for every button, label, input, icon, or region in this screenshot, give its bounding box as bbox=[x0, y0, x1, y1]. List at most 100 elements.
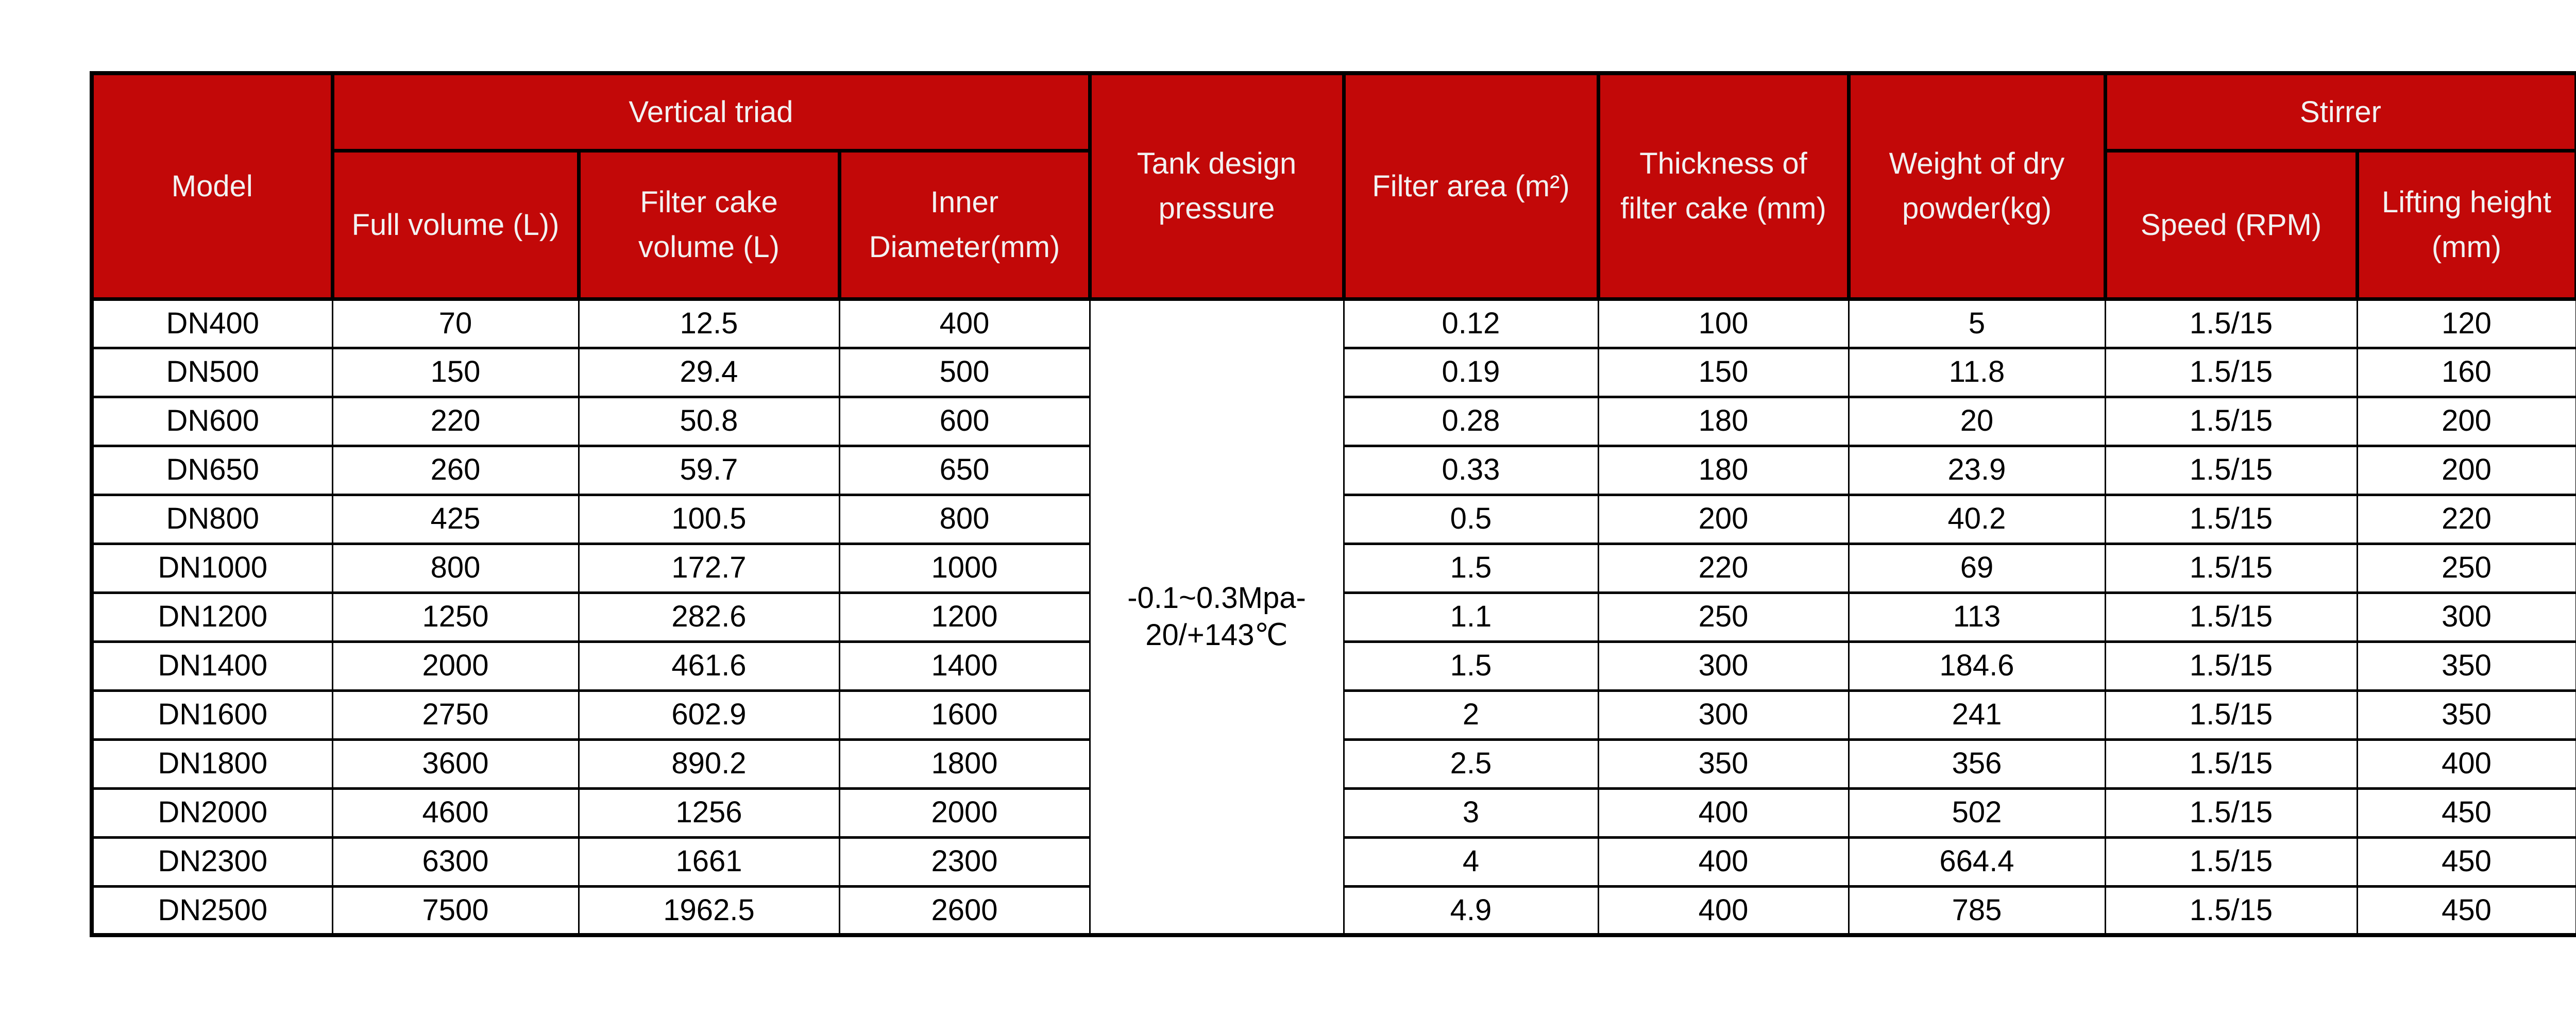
table-cell: DN1200 bbox=[91, 591, 333, 643]
table-cell: 664.4 bbox=[1848, 836, 2106, 888]
table-cell: 282.6 bbox=[578, 591, 840, 643]
table-cell: 0.28 bbox=[1343, 395, 1599, 447]
table-cell: 0.33 bbox=[1343, 444, 1599, 496]
table-cell: 1.5/15 bbox=[2104, 689, 2358, 741]
table-cell: 1200 bbox=[838, 591, 1091, 643]
table-row: DN14002000461.614001.5300184.61.5/153504… bbox=[91, 640, 2576, 692]
header-lifting-height: Lifting height (mm) bbox=[2355, 148, 2576, 301]
table-cell: 400 bbox=[1597, 836, 1850, 888]
table-cell: 1800 bbox=[838, 738, 1091, 790]
table-row: DN200046001256200034005021.5/15450500051… bbox=[91, 787, 2576, 839]
header-speed: Speed (RPM) bbox=[2103, 148, 2359, 301]
table-row: DN16002750602.9160023002411.5/1535047004… bbox=[91, 689, 2576, 741]
table-cell: 220 bbox=[2356, 493, 2576, 545]
header-thickness-filter-cake: Thickness of filter cake (mm) bbox=[1596, 71, 1851, 301]
table-cell: 300 bbox=[2356, 591, 2576, 643]
table-cell: 2000 bbox=[331, 640, 580, 692]
tank-design-pressure-value-cell: -0.1~0.3Mpa- 20/+143℃ bbox=[1089, 297, 1345, 937]
table-cell: 4.9 bbox=[1343, 885, 1599, 937]
table-cell: DN2300 bbox=[91, 836, 333, 888]
table-cell: DN400 bbox=[91, 297, 333, 349]
table-cell: 1000 bbox=[838, 542, 1091, 594]
header-tank-design-pressure: Tank design pressure bbox=[1088, 71, 1346, 301]
header-stirrer: Stirrer bbox=[2103, 71, 2576, 153]
table-cell: 300 bbox=[1597, 640, 1850, 692]
header-full-volume: Full volume (L)) bbox=[330, 148, 581, 301]
table-cell: 3600 bbox=[331, 738, 580, 790]
table-row: DN23006300166123004400664.41.5/154505500… bbox=[91, 836, 2576, 888]
table-row: DN50015029.45000.1915011.81.5/1516031003… bbox=[91, 346, 2576, 398]
table-cell: 29.4 bbox=[578, 346, 840, 398]
table-cell: 200 bbox=[1597, 493, 1850, 545]
table-cell: 150 bbox=[1597, 346, 1850, 398]
table-cell: 1.5 bbox=[1343, 542, 1599, 594]
table-cell: 400 bbox=[1597, 885, 1850, 937]
table-cell: 7500 bbox=[331, 885, 580, 937]
table-row: DN800425100.58000.520040.21.5/1522038003… bbox=[91, 493, 2576, 545]
table-cell: 1600 bbox=[838, 689, 1091, 741]
table-cell: 100.5 bbox=[578, 493, 840, 545]
table-cell: 23.9 bbox=[1848, 444, 2106, 496]
table-cell: 70 bbox=[331, 297, 580, 349]
table-row: DN12001250282.612001.12501131.5/15300440… bbox=[91, 591, 2576, 643]
table-cell: 425 bbox=[331, 493, 580, 545]
table-cell: 450 bbox=[2356, 836, 2576, 888]
table-cell: 800 bbox=[331, 542, 580, 594]
table-cell: 6300 bbox=[331, 836, 580, 888]
table-cell: 120 bbox=[2356, 297, 2576, 349]
table-cell: 1.5/15 bbox=[2104, 444, 2358, 496]
table-cell: 4600 bbox=[331, 787, 580, 839]
table-cell: 12.5 bbox=[578, 297, 840, 349]
header-row-top: Model Vertical triad Tank design pressur… bbox=[90, 71, 2576, 301]
table-cell: 2000 bbox=[838, 787, 1091, 839]
table-cell: 59.7 bbox=[578, 444, 840, 496]
header-weight-dry-powder: Weight of dry powder(kg) bbox=[1846, 71, 2107, 301]
table-cell: DN2000 bbox=[91, 787, 333, 839]
table-cell: 785 bbox=[1848, 885, 2106, 937]
table-row: DN18003600890.218002.53503561.5/15400480… bbox=[91, 738, 2576, 790]
table-cell: 172.7 bbox=[578, 542, 840, 594]
table-cell: 241 bbox=[1848, 689, 2106, 741]
table-cell: 350 bbox=[1597, 738, 1850, 790]
table-cell: 2 bbox=[1343, 689, 1599, 741]
table-cell: 2600 bbox=[838, 885, 1091, 937]
table-cell: 160 bbox=[2356, 346, 2576, 398]
table-cell: 1256 bbox=[578, 787, 840, 839]
table-body: DN400 70 12.5 400 -0.1~0.3Mpa- 20/+143℃ 0.12 1… bbox=[91, 297, 2576, 937]
table-cell: 2750 bbox=[331, 689, 580, 741]
table-cell: 1250 bbox=[331, 591, 580, 643]
table-cell: 3 bbox=[1343, 787, 1599, 839]
table-cell: 1.5/15 bbox=[2104, 346, 2358, 398]
table-cell: 800 bbox=[838, 493, 1091, 545]
header-row-sub: Full volume (L)) Filter cake volume (L) … bbox=[92, 148, 2576, 301]
table-row: DN60022050.86000.28180201.5/152003200330… bbox=[91, 395, 2576, 447]
table-cell: 1.5/15 bbox=[2104, 640, 2358, 692]
table-cell: 250 bbox=[1597, 591, 1850, 643]
table-cell: DN1000 bbox=[91, 542, 333, 594]
table-cell: DN650 bbox=[91, 444, 333, 496]
table-cell: 40.2 bbox=[1848, 493, 2106, 545]
table-cell: 1.5 bbox=[1343, 640, 1599, 692]
table-cell: DN1600 bbox=[91, 689, 333, 741]
table-cell: 502 bbox=[1848, 787, 2106, 839]
table-cell: 1.5/15 bbox=[2104, 297, 2358, 349]
table-cell: 1.5/15 bbox=[2104, 542, 2358, 594]
table-cell: 400 bbox=[838, 297, 1091, 349]
table-cell: 1.5/15 bbox=[2104, 787, 2358, 839]
table-cell: 69 bbox=[1848, 542, 2106, 594]
table-cell: 650 bbox=[838, 444, 1091, 496]
table-cell: DN600 bbox=[91, 395, 333, 447]
table-row: DN400 70 12.5 400 -0.1~0.3Mpa- 20/+143℃ 0.12 1… bbox=[91, 297, 2576, 937]
table-cell: 400 bbox=[2356, 738, 2576, 790]
table-cell: DN1800 bbox=[91, 738, 333, 790]
table-cell: 150 bbox=[331, 346, 580, 398]
table-cell: 400 bbox=[1597, 787, 1850, 839]
header-model: Model bbox=[90, 71, 334, 301]
table-cell: 1.1 bbox=[1343, 591, 1599, 643]
table-cell: 350 bbox=[2356, 689, 2576, 741]
table-cell: 0.12 bbox=[1343, 297, 1599, 349]
table-row: DN65026059.76500.3318023.91.5/1520033003… bbox=[91, 444, 2576, 496]
table-cell: 180 bbox=[1597, 395, 1850, 447]
table-cell: 0.19 bbox=[1343, 346, 1599, 398]
table-cell: 1.5/15 bbox=[2104, 738, 2358, 790]
